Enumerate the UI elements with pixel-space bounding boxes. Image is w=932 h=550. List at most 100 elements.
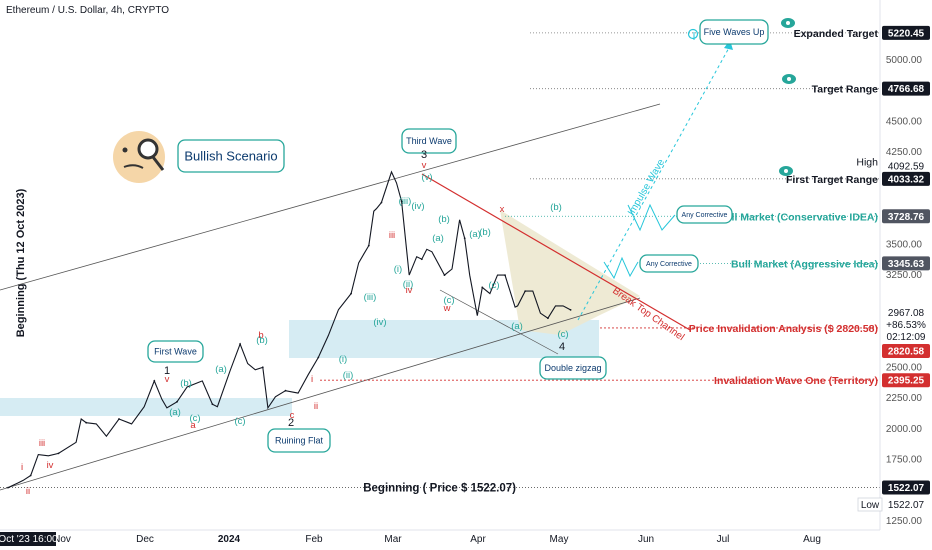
badge-invalidation-text: 2820.58 — [888, 347, 925, 358]
badge-aggressive-box — [882, 256, 930, 271]
price-point — [153, 380, 156, 382]
any-corrective-1-box — [676, 205, 733, 224]
x-cursor-box — [0, 532, 56, 546]
wave-label: (ii) — [403, 279, 414, 290]
badge-conservative-text: 3728.76 — [888, 212, 925, 223]
price-point — [29, 474, 32, 477]
wave-label: (c) — [234, 416, 245, 427]
upper-channel-line — [0, 103, 661, 291]
wave-label: (b) — [180, 378, 192, 389]
price-point — [85, 421, 88, 424]
badge-expanded-box — [882, 25, 930, 40]
badge-first-text: 4033.32 — [888, 174, 925, 185]
price-point — [547, 317, 549, 320]
triangle-wedge — [500, 210, 640, 335]
wave-label: (i) — [394, 264, 402, 275]
corrective-zigzag-1 — [627, 203, 676, 232]
wave-label: b — [258, 330, 263, 341]
price-point — [284, 389, 287, 392]
price-point — [420, 258, 423, 261]
expanded-target-label: Expanded Target — [794, 28, 879, 40]
price-point — [504, 274, 506, 276]
face-eye — [122, 147, 128, 153]
chart-title: Ethereum / U.S. Dollar, 4h, CRYPTO — [6, 5, 170, 16]
wave-label: v — [165, 374, 170, 385]
ruining-flat-text: Ruining Flat — [275, 436, 324, 446]
badge-expanded-text: 5220.45 — [888, 28, 925, 39]
x-tick-label: Aug — [803, 534, 821, 545]
badge-target-box — [882, 81, 930, 96]
wave-label: a — [190, 420, 196, 431]
bullish-scenario-text: Bullish Scenario — [184, 149, 277, 164]
wave-label: (a) — [215, 364, 227, 375]
y-tick-label: 2250.00 — [886, 393, 923, 404]
wave-label: (iv) — [373, 317, 386, 328]
ruining-flat-box — [267, 428, 331, 453]
price-point — [317, 356, 320, 359]
price-point — [57, 452, 60, 455]
wave-label: (c) — [443, 295, 454, 306]
face-mouth — [123, 164, 144, 169]
price-point — [443, 274, 446, 276]
first-target-label: First Target Range — [786, 174, 878, 186]
low-label: Low — [861, 500, 880, 511]
wave-label: ii — [314, 401, 318, 412]
y-tick-label: 2500.00 — [886, 362, 923, 373]
y-tick-label: 4500.00 — [886, 116, 923, 127]
badge-wave-one-text: 2395.25 — [888, 376, 925, 387]
price-point — [239, 343, 242, 345]
current-countdown: 02:12:09 — [887, 332, 926, 343]
magnifier-handle — [151, 156, 165, 171]
wave-label: (i) — [339, 354, 347, 365]
wave-label: (a) — [511, 321, 523, 332]
y-tick-label: 2000.00 — [886, 424, 923, 435]
wave-label: (iv) — [411, 201, 424, 212]
first-wave-box — [147, 340, 204, 363]
aggressive-label: Bull Market (Aggressive Idea) — [731, 258, 878, 270]
x-tick-label: Mar — [384, 534, 402, 545]
wave-label: v — [422, 160, 427, 171]
wave-label: w — [443, 303, 451, 314]
wave-label: 1 — [164, 365, 170, 377]
any-corrective-1-text: Any Corrective — [682, 212, 728, 219]
price-point — [524, 290, 527, 292]
wave-label: (b) — [550, 202, 562, 213]
five-waves-up-box — [699, 19, 769, 45]
badge-low-text: 1522.07 — [888, 500, 925, 511]
wave-label: (v) — [421, 172, 432, 183]
x-tick-label: Jun — [638, 534, 654, 545]
x-cursor-label: Oct '23 16:00 — [0, 534, 58, 545]
wave-label: 3 — [421, 149, 427, 161]
any-corrective-2-text: Any Corrective — [646, 261, 692, 268]
price-point — [400, 200, 403, 203]
price-point — [350, 292, 352, 295]
wave-label: ii — [26, 486, 30, 497]
badge-high-text: 4092.59 — [888, 162, 925, 173]
badge-conservative-box — [882, 209, 930, 224]
price-point — [118, 418, 120, 420]
corrective-zigzag-2 — [603, 256, 639, 280]
wave-label: i — [311, 374, 313, 385]
price-point — [176, 400, 178, 403]
eye-pupil — [784, 169, 788, 173]
high-label: High — [856, 157, 878, 169]
wave-label: 4 — [559, 341, 565, 353]
bullish-scenario-box — [177, 139, 285, 173]
y-tick-label: 5000.00 — [886, 55, 923, 66]
wave-label: x — [500, 204, 505, 215]
price-point — [380, 201, 383, 204]
x-tick-label: Jul — [717, 534, 730, 545]
y-tick-label: 1750.00 — [886, 455, 923, 466]
badge-beginning-text: 1522.07 — [888, 483, 925, 494]
target-range-label: Target Range — [812, 84, 878, 96]
x-tick-label: 2024 — [218, 534, 241, 545]
x-tick-label: Dec — [136, 534, 154, 545]
x-tick-label: Nov — [53, 534, 71, 545]
price-point — [211, 403, 214, 406]
current-price: 2967.08 — [888, 308, 925, 319]
lightbulb-icon — [687, 28, 699, 40]
break-top-channel-label: Break Top Channel — [610, 285, 686, 343]
wave-label: (ii) — [343, 370, 354, 381]
current-change: +86.53% — [886, 320, 926, 331]
